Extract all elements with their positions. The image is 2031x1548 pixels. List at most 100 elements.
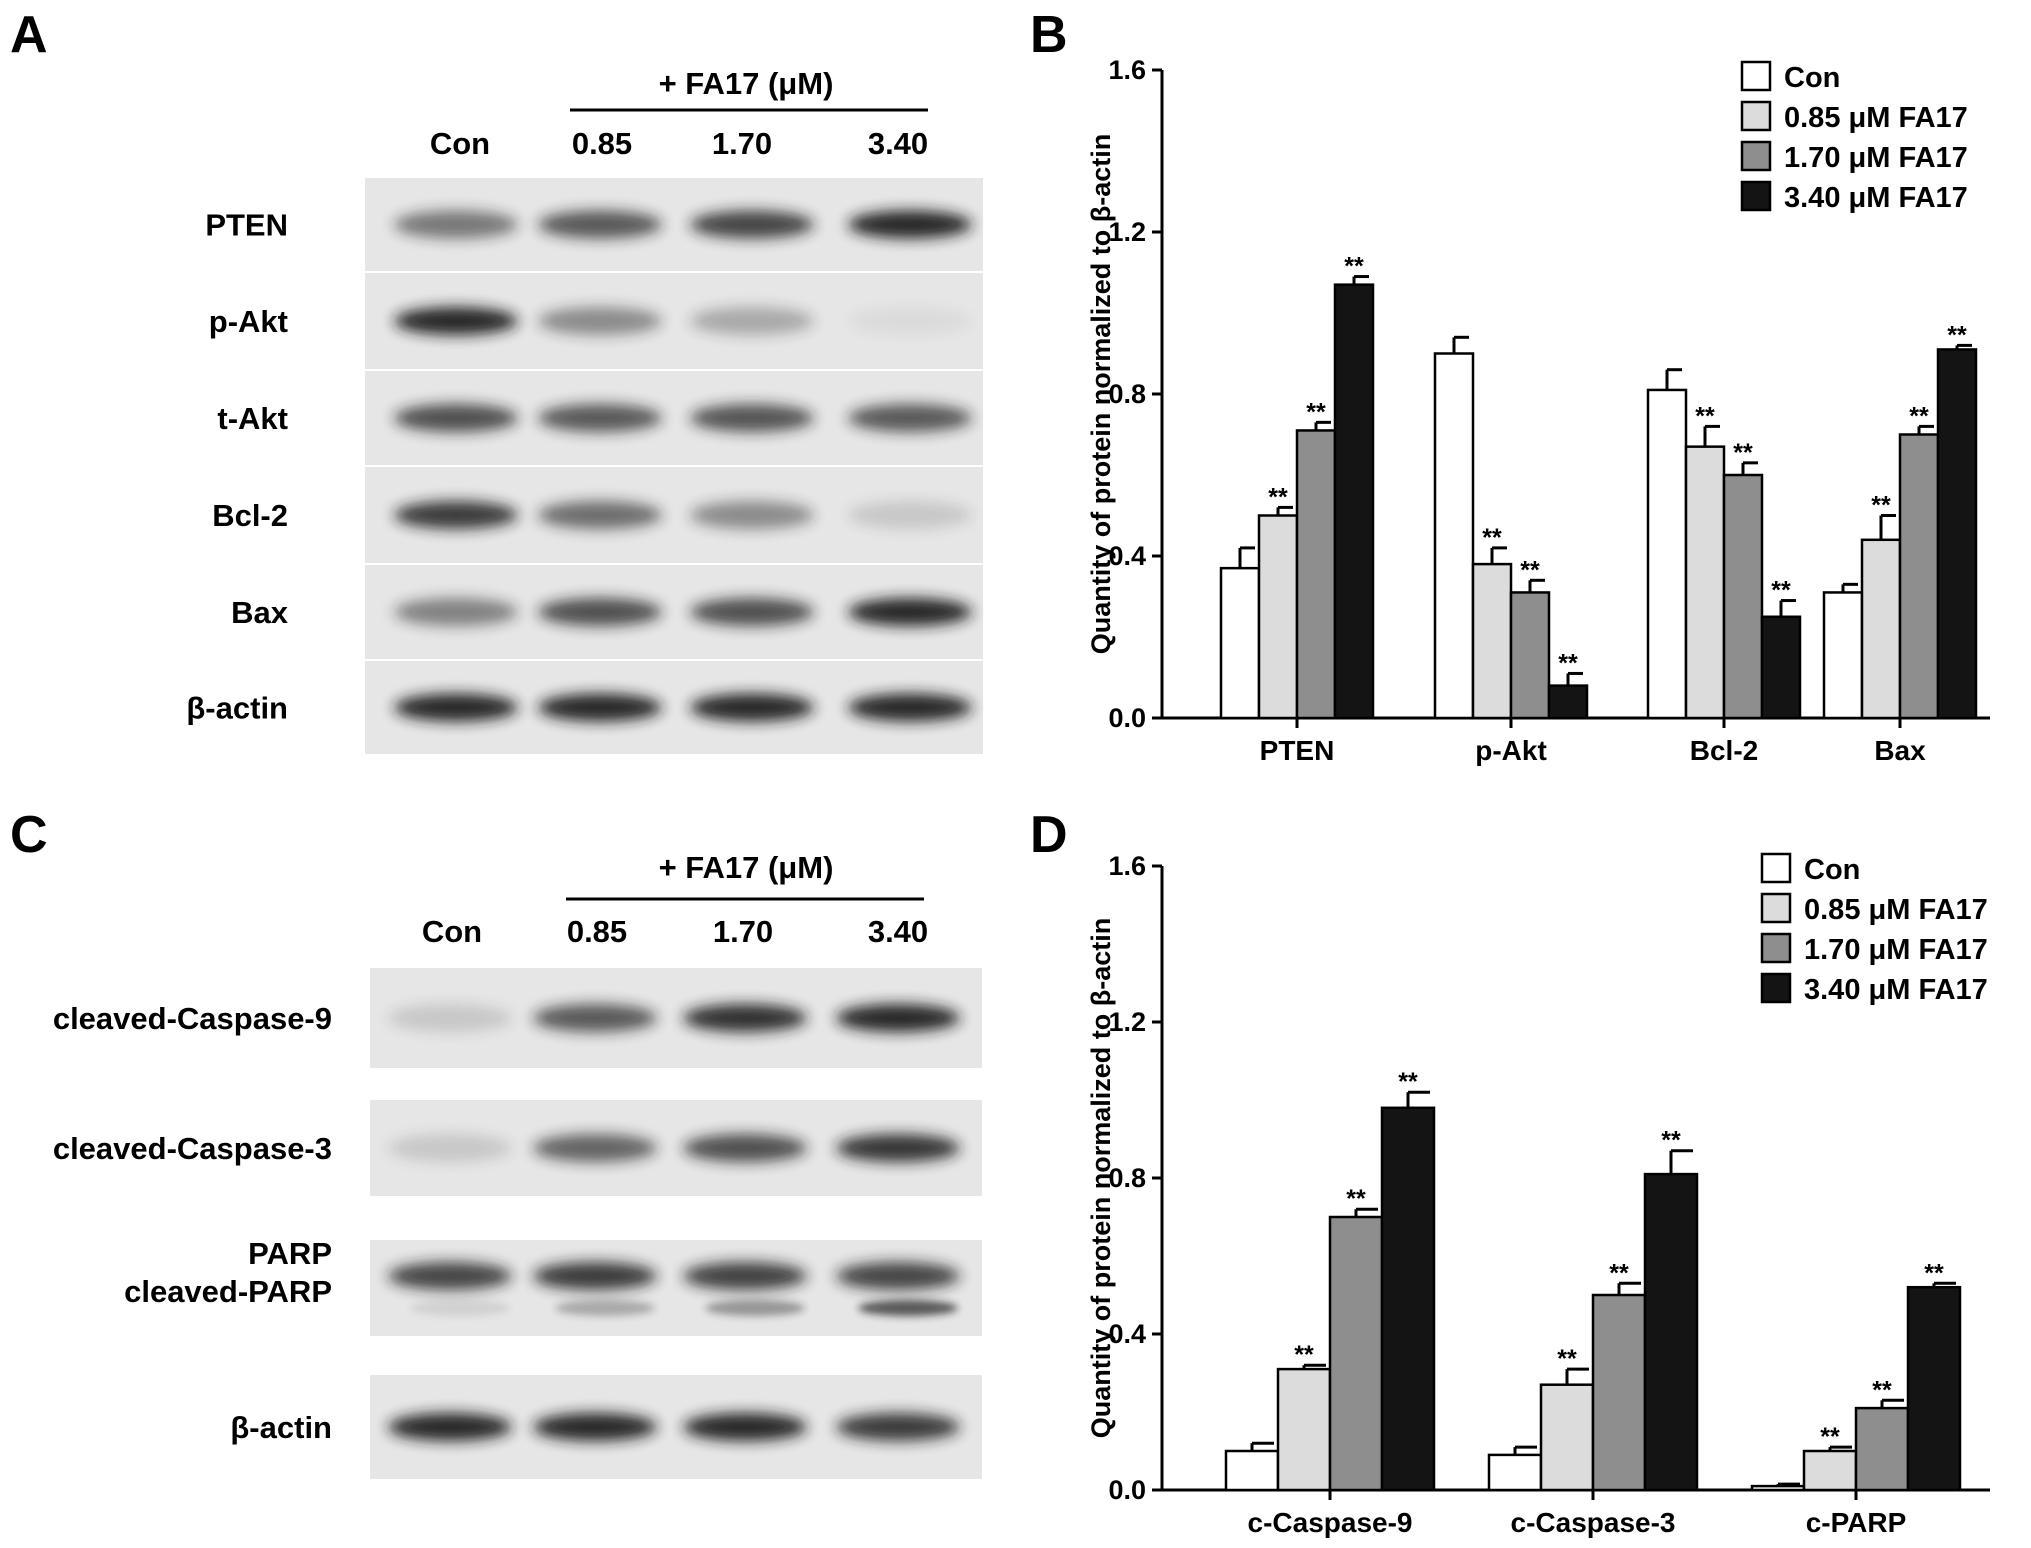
- blot-c-band-cleaved-parp-lane-2: [555, 1300, 655, 1316]
- blot-c-band-cleaved-caspase-3-lane-2: [533, 1134, 657, 1162]
- chart-d-sig-c-parp-s3: **: [1872, 1376, 1892, 1404]
- blot-c-band-cleaved-caspase-9-lane-2: [533, 1004, 657, 1032]
- blot-c-row-cleaved-caspase-3: cleaved-Caspase-3: [53, 1100, 982, 1196]
- blot-a-band-bcl-2-lane-2: [538, 501, 662, 529]
- chart-d-sig-c-caspase-9-s2: **: [1294, 1341, 1314, 1369]
- chart-d-sig-c-caspase-3-s3: **: [1609, 1259, 1629, 1287]
- chart-b-y-tick-label-4: 1.6: [1108, 55, 1146, 85]
- chart-d-y-axis-title: Quantity of protein normalized to β-acti…: [1086, 918, 1116, 1439]
- western-blot-a: + FA17 (μM) Con 0.85 1.70 3.40 PTEN p-Akt…: [186, 66, 983, 754]
- blot-c-label-parp: PARP: [248, 1236, 332, 1271]
- blot-c-band-parp-lane-3: [683, 1262, 807, 1290]
- chart-b-x-label-pten: PTEN: [1260, 735, 1335, 766]
- blot-a-band-p-akt-lane-4: [848, 307, 972, 335]
- chart-d-bar-c-parp-0-85-m-fa17: [1802, 1449, 1858, 1492]
- chart-d-bar-c-parp-1-70-m-fa17: [1854, 1406, 1910, 1492]
- blot-a-label-pten: PTEN: [205, 208, 288, 243]
- chart-d-legend-swatch-0-85-m-fa17: [1760, 892, 1792, 924]
- chart-b-legend-swatch-3-40-m-fa17: [1740, 180, 1772, 212]
- blot-c-band-actin-lane-3: [683, 1413, 807, 1441]
- chart-b-bar-bax-0-85-m-fa17: [1860, 538, 1902, 720]
- blot-c-lane-085: 0.85: [567, 914, 627, 949]
- chart-b-legend-label-1-70-m-fa17: 1.70 μM FA17: [1784, 142, 1968, 174]
- chart-d-x-label-c-parp: c-PARP: [1806, 1507, 1907, 1538]
- chart-d-bar-c-caspase-3-3-40-m-fa17: [1643, 1172, 1699, 1492]
- blot-a-band-actin-lane-2: [538, 693, 662, 722]
- chart-d-x-label-c-caspase-9: c-Caspase-9: [1248, 1507, 1413, 1538]
- chart-b-sig-bcl-2-s3: **: [1733, 439, 1753, 467]
- bar-chart-d: 0.0 0.4 0.8 1.2 1.6 Quantity of protein norma…: [1086, 851, 1990, 1538]
- chart-b-sig-p-akt-s4: **: [1558, 649, 1578, 677]
- chart-b-bar-p-akt-3-40-m-fa17: [1547, 684, 1589, 720]
- chart-b-sig-bcl-2-s2: **: [1695, 402, 1715, 430]
- blot-a-band-bcl-2-lane-1: [394, 501, 518, 529]
- blot-a-band-pten-lane-3: [690, 210, 814, 239]
- blot-a-label-t-akt: t-Akt: [217, 401, 288, 436]
- chart-b-sig-p-akt-s3: **: [1520, 556, 1540, 584]
- blot-c-band-cleaved-caspase-3-lane-4: [836, 1134, 960, 1162]
- blot-a-band-pten-lane-1: [394, 210, 518, 239]
- blot-c-band-actin-lane-1: [388, 1413, 512, 1441]
- chart-b-bar-pten-1-70-m-fa17: [1295, 429, 1337, 720]
- blot-a-band-bax-lane-1: [394, 598, 518, 626]
- chart-d-sig-c-caspase-3-s4: **: [1661, 1127, 1681, 1155]
- blot-c-band-cleaved-caspase-3-lane-3: [683, 1134, 807, 1162]
- blot-c-band-actin-lane-4: [836, 1413, 960, 1441]
- chart-b-sig-pten-s3: **: [1306, 398, 1326, 426]
- chart-b-group-bcl-2: ** ** ** Bcl-2: [1646, 368, 1802, 766]
- chart-d-sig-c-parp-s2: **: [1820, 1423, 1840, 1451]
- bar-chart-b: 0.0 0.4 0.8 1.2 1.6 Quantity of protein norma…: [1086, 55, 1990, 766]
- chart-b-bar-pten-con: [1219, 566, 1261, 720]
- chart-b-y-tick-label-0: 0.0: [1108, 703, 1146, 733]
- chart-d-sig-c-caspase-9-s3: **: [1346, 1185, 1366, 1213]
- chart-b-group-bax: ** ** ** Bax: [1822, 321, 1978, 766]
- blot-a-row-bcl-2: Bcl-2: [212, 467, 983, 563]
- blot-a-band-p-akt-lane-2: [538, 307, 662, 335]
- chart-d-bar-c-caspase-3-con: [1487, 1453, 1543, 1492]
- blot-c-lane-170: 1.70: [713, 914, 773, 949]
- chart-d-group-c-parp: ** ** ** c-PARP: [1750, 1259, 1962, 1538]
- chart-d-x-label-c-caspase-3: c-Caspase-3: [1511, 1507, 1676, 1538]
- chart-b-legend-label-con: Con: [1784, 62, 1840, 94]
- chart-d-bar-c-caspase-9-1-70-m-fa17: [1328, 1215, 1384, 1492]
- blot-a-band-actin-lane-3: [690, 693, 814, 722]
- blot-a-band-t-akt-lane-1: [394, 404, 518, 432]
- chart-b-bar-p-akt-0-85-m-fa17: [1471, 562, 1513, 720]
- panel-letter-a: A: [10, 6, 48, 64]
- chart-d-bar-c-parp-3-40-m-fa17: [1906, 1285, 1962, 1492]
- blot-c-label-cleaved-caspase-3: cleaved-Caspase-3: [53, 1131, 332, 1166]
- blot-c-band-actin-lane-2: [533, 1413, 657, 1441]
- blot-a-label-bax: Bax: [231, 595, 289, 630]
- chart-b-x-label-p-akt: p-Akt: [1475, 735, 1547, 766]
- chart-b-sig-bax-s2: **: [1871, 492, 1891, 520]
- chart-b-sig-bax-s4: **: [1947, 321, 1967, 349]
- chart-d-sig-c-parp-s4: **: [1924, 1259, 1944, 1287]
- chart-d-bar-c-caspase-9-0-85-m-fa17: [1276, 1367, 1332, 1492]
- blot-c-band-cleaved-parp-lane-3: [705, 1300, 805, 1316]
- chart-d-legend: Con 0.85 μM FA17 1.70 μM FA17 3.40 μM FA17: [1760, 852, 1988, 1006]
- chart-d-bar-c-parp-con: [1750, 1484, 1806, 1492]
- chart-b-group-pten: ** ** ** PTEN: [1219, 253, 1375, 766]
- blot-a-band-bcl-2-lane-3: [690, 501, 814, 529]
- chart-b-bar-bcl-2-0-85-m-fa17: [1684, 445, 1726, 720]
- chart-d-legend-swatch-1-70-m-fa17: [1760, 932, 1792, 964]
- chart-b-y-tick-label-3: 1.2: [1108, 217, 1146, 247]
- blot-c-row-cleaved-caspase-9: cleaved-Caspase-9: [53, 968, 982, 1068]
- blot-c-band-cleaved-caspase-3-lane-1: [388, 1134, 512, 1162]
- chart-b-bar-pten-3-40-m-fa17: [1333, 283, 1375, 720]
- chart-b-legend: Con 0.85 μM FA17 1.70 μM FA17 3.40 μM FA17: [1740, 60, 1968, 214]
- chart-d-legend-label-0-85-m-fa17: 0.85 μM FA17: [1804, 894, 1988, 926]
- blot-a-band-bax-lane-3: [690, 598, 814, 626]
- chart-d-y-tick-label-3: 1.2: [1108, 1007, 1146, 1037]
- blot-a-label-p-akt: p-Akt: [209, 304, 288, 339]
- chart-b-bar-p-akt-con: [1433, 352, 1475, 720]
- blot-a-band-t-akt-lane-4: [848, 404, 972, 432]
- chart-b-bar-bcl-2-3-40-m-fa17: [1760, 615, 1802, 720]
- chart-b-y-axis-title: Quantity of protein normalized to β-acti…: [1086, 134, 1116, 655]
- blot-c-row-actin: β-actin: [230, 1375, 982, 1479]
- chart-b-bar-pten-0-85-m-fa17: [1257, 514, 1299, 720]
- blot-c-band-parp-lane-1: [388, 1262, 512, 1290]
- blot-a-lane-con: Con: [430, 126, 490, 161]
